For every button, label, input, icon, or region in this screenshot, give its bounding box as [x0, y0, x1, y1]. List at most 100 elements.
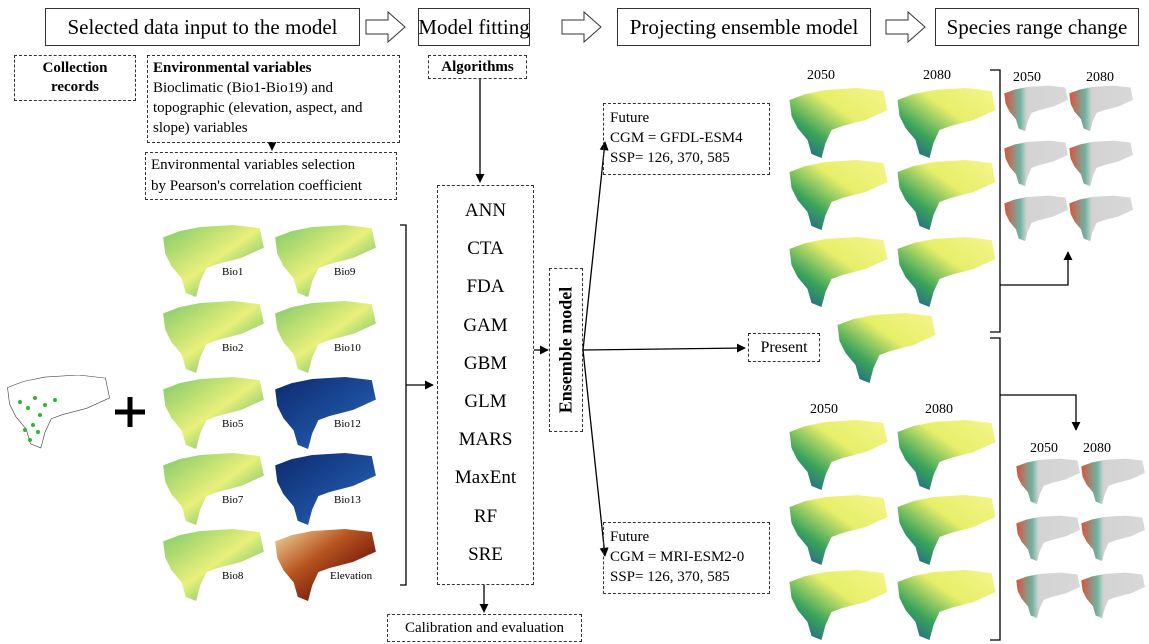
map [1069, 141, 1133, 187]
year-label: 2050 [1013, 70, 1041, 86]
map [8, 375, 110, 448]
text-line: Collection [15, 59, 135, 78]
text-line: CGM = GFDL-ESM4 [610, 128, 763, 148]
map-label: Elevation [330, 570, 373, 582]
env-title: Environmental variables [153, 58, 394, 78]
algorithm: GLM [438, 391, 533, 413]
text-line: by Pearson's correlation coefficient [151, 176, 391, 197]
map-label: Bio7 [222, 494, 244, 506]
map [163, 377, 264, 449]
record-point [28, 438, 32, 442]
step-box: Model fitting [418, 8, 530, 46]
algorithms-title: Algorithms [428, 55, 527, 79]
map [163, 225, 264, 297]
map-label: Bio5 [222, 418, 244, 430]
text-line: Bioclimatic (Bio1-Bio19) and [153, 78, 394, 98]
map [898, 160, 996, 230]
text-line: Environmental variables selection [151, 155, 391, 176]
map [790, 160, 888, 230]
map [1004, 196, 1068, 242]
record-point [23, 428, 27, 432]
map [275, 225, 376, 297]
record-point [18, 400, 22, 404]
map [1081, 573, 1145, 619]
map-label: Bio10 [334, 342, 361, 354]
year-label: 2080 [1083, 441, 1111, 457]
map-label: Bio12 [334, 418, 361, 430]
map-label: Bio1 [222, 266, 243, 278]
algorithm: RF [438, 506, 533, 528]
map [163, 529, 264, 601]
record-point [31, 423, 35, 427]
map-label: Bio13 [334, 494, 361, 506]
record-point [36, 430, 40, 434]
algorithm: GBM [438, 353, 533, 375]
step-box: Species range change [935, 8, 1139, 46]
map [898, 570, 996, 640]
record-point [43, 403, 47, 407]
future-box: Future CGM = GFDL-ESM4 SSP= 126, 370, 58… [603, 103, 770, 175]
map [275, 377, 376, 449]
map [1004, 86, 1068, 132]
map [1016, 573, 1080, 619]
year-label: 2050 [810, 402, 838, 418]
present-box: Present [748, 333, 820, 362]
page: {"header": {"steps": ["Selected data inp… [0, 0, 1149, 644]
text-line: SSP= 126, 370, 585 [610, 148, 763, 168]
algorithm: FDA [438, 276, 533, 298]
text-line: records [15, 78, 135, 97]
ensemble-label: Ensemble model [556, 287, 577, 414]
text-line: Future [610, 108, 763, 128]
algorithm: CTA [438, 238, 533, 260]
map [838, 313, 936, 383]
algorithm: SRE [438, 544, 533, 566]
map [898, 420, 996, 490]
year-label: 2080 [925, 402, 953, 418]
text-line: topographic (elevation, aspect, and [153, 98, 394, 118]
text-line: Future [610, 527, 763, 547]
map [790, 570, 888, 640]
map [790, 420, 888, 490]
map [1016, 459, 1080, 505]
algorithm: MaxEnt [438, 467, 533, 489]
map [275, 453, 376, 525]
calibration-box: Calibration and evaluation [387, 614, 582, 642]
map [898, 237, 996, 307]
step-box: Projecting ensemble model [617, 8, 871, 46]
map [275, 529, 376, 601]
map [1069, 196, 1133, 242]
map-label: Bio8 [222, 570, 244, 582]
map [898, 495, 996, 565]
algorithm: GAM [438, 315, 533, 337]
algorithm: MARS [438, 429, 533, 451]
map [790, 88, 888, 158]
map [790, 237, 888, 307]
record-point [53, 398, 57, 402]
year-label: 2080 [923, 68, 951, 84]
map [1069, 86, 1133, 132]
map [163, 453, 264, 525]
text-line: CGM = MRI-ESM2-0 [610, 547, 763, 567]
map [898, 88, 996, 158]
map [275, 301, 376, 373]
map-label: Bio2 [222, 342, 243, 354]
record-point [26, 406, 30, 410]
map [163, 301, 264, 373]
map [1081, 459, 1145, 505]
year-label: 2080 [1086, 70, 1114, 86]
future-box: Future CGM = MRI-ESM2-0 SSP= 126, 370, 5… [603, 522, 770, 594]
map-label: Bio9 [334, 266, 356, 278]
year-label: 2050 [807, 68, 835, 84]
map [1081, 516, 1145, 562]
text-line: SSP= 126, 370, 585 [610, 567, 763, 587]
algorithm: ANN [438, 200, 533, 222]
env-box: Environmental variables Bioclimatic (Bio… [147, 55, 400, 143]
map [790, 495, 888, 565]
record-point [38, 413, 42, 417]
ensemble-box: Ensemble model [549, 268, 583, 432]
map [1004, 141, 1068, 187]
step-box: Selected data input to the model [45, 8, 360, 46]
year-label: 2050 [1030, 441, 1058, 457]
collection-box: Collection records [14, 55, 136, 101]
selection-box: Environmental variables selection by Pea… [145, 152, 397, 200]
